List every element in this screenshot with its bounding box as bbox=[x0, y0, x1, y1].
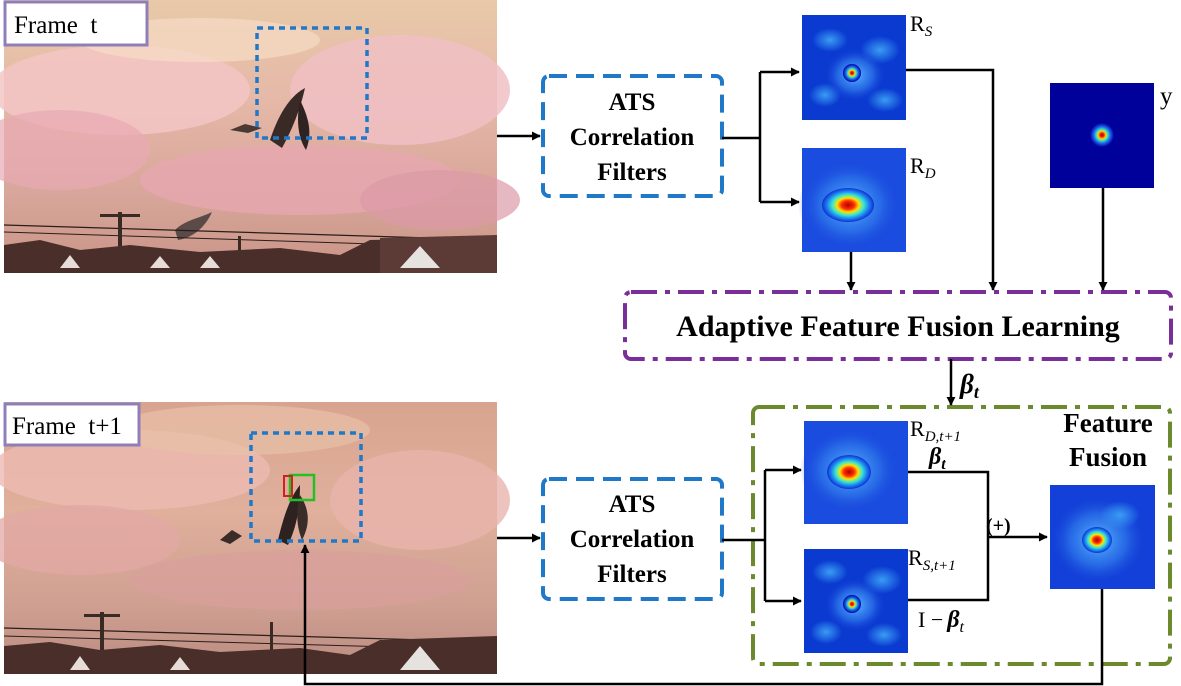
y-label: y bbox=[1160, 83, 1173, 110]
frame-t-search-box bbox=[255, 26, 369, 140]
frame-t1-label: Frame t+1 bbox=[12, 413, 122, 440]
ats-bottom-line1: ATS bbox=[609, 491, 656, 518]
response-map-rd-next bbox=[800, 421, 908, 524]
arrow-rs-to-fusion bbox=[906, 68, 998, 291]
rs-next-label: RS,t+1 bbox=[908, 545, 956, 574]
ats-filter-top bbox=[541, 74, 724, 198]
response-map-rs-next bbox=[804, 549, 908, 653]
feature-fusion-box bbox=[751, 405, 1172, 666]
response-map-rs bbox=[802, 15, 906, 120]
rs-label: RS bbox=[910, 11, 933, 40]
fusion-learning-box bbox=[623, 290, 1173, 361]
plus-operator: (+) bbox=[986, 515, 1011, 537]
response-map-rd bbox=[798, 148, 906, 252]
ats-top-line2: Correlation bbox=[570, 124, 695, 151]
beta-t-label: βt bbox=[959, 369, 980, 402]
ats-bottom-line3: Filters bbox=[597, 561, 667, 588]
one-minus-beta-label: I − βt bbox=[918, 607, 965, 636]
fused-response-map bbox=[1050, 485, 1155, 589]
frame-t1-search-box bbox=[249, 431, 363, 543]
arrow-feedback-loop bbox=[300, 544, 1104, 686]
frame-t-label: Frame t bbox=[14, 12, 97, 39]
tracked-target-box bbox=[288, 473, 316, 502]
ats-bottom-line2: Correlation bbox=[570, 526, 695, 553]
connector-fusion-combine bbox=[908, 470, 990, 602]
ats-top-line3: Filters bbox=[597, 159, 667, 186]
target-marker bbox=[283, 475, 293, 497]
frame-t1-label-box bbox=[3, 402, 141, 447]
feature-fusion-title-1: Feature bbox=[1063, 408, 1152, 438]
rd-next-label: RD,t+1 bbox=[910, 416, 961, 445]
rd-label: RD bbox=[910, 153, 936, 182]
feature-fusion-title-2: Fusion bbox=[1069, 442, 1147, 472]
frame-t-label-box bbox=[3, 0, 149, 47]
ats-top-line1: ATS bbox=[609, 89, 656, 116]
fusion-learning-label: Adaptive Feature Fusion Learning bbox=[676, 310, 1120, 343]
label-map-y bbox=[1050, 83, 1154, 188]
beta-weight-top: βt bbox=[928, 444, 946, 473]
frame-t-image bbox=[0, 0, 520, 273]
